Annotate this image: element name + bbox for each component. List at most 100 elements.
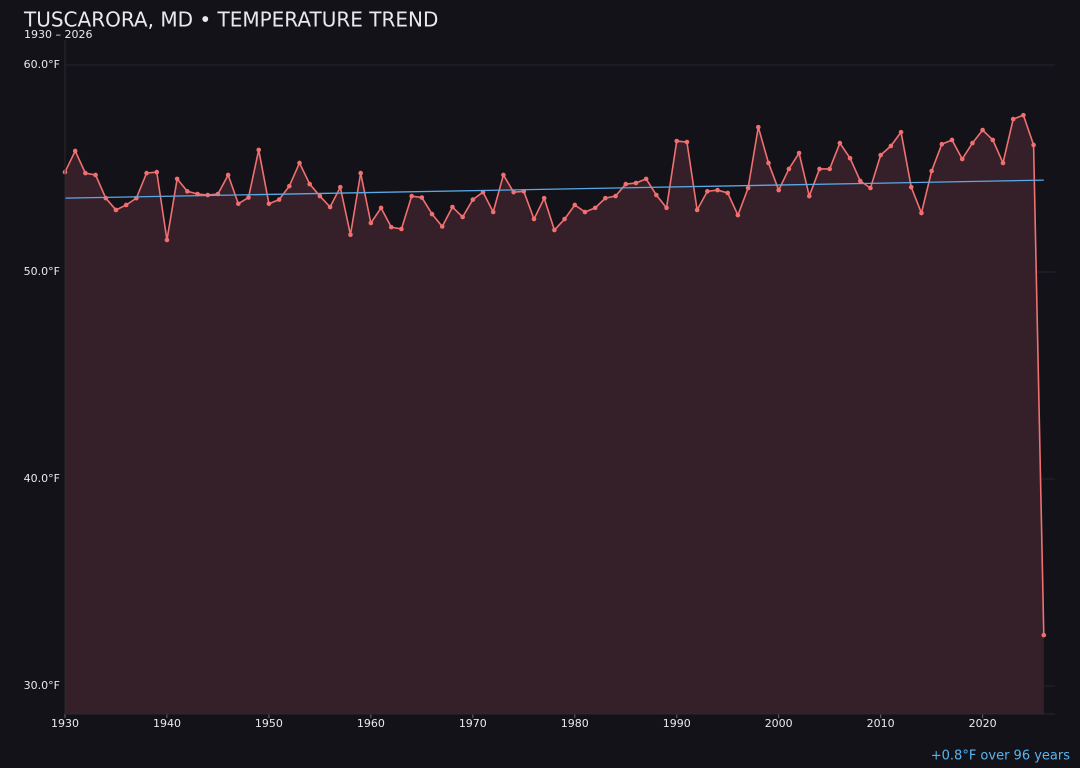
- data-point: [450, 204, 455, 210]
- y-tick-label: 50.0°F: [24, 265, 60, 278]
- data-point: [93, 172, 98, 178]
- data-point: [888, 143, 894, 149]
- data-point: [817, 166, 822, 172]
- data-point: [297, 160, 302, 166]
- data-point: [745, 185, 751, 191]
- data-point: [429, 211, 435, 217]
- y-tick-label: 40.0°F: [24, 472, 60, 485]
- data-point: [378, 205, 384, 211]
- data-point: [72, 148, 78, 154]
- trend-line: [64, 179, 1044, 199]
- x-tick-label: 2020: [969, 717, 997, 730]
- x-tick-label: 1990: [663, 717, 691, 730]
- data-point: [552, 227, 557, 233]
- data-point: [603, 195, 608, 201]
- data-point: [246, 195, 251, 200]
- data-point: [1041, 632, 1047, 638]
- data-point: [796, 150, 802, 156]
- data-point: [786, 166, 792, 172]
- data-point: [898, 129, 904, 135]
- data-point: [1021, 112, 1026, 118]
- data-point: [531, 216, 537, 222]
- data-point: [847, 155, 853, 161]
- data-point: [1010, 116, 1016, 122]
- x-tick-label: 2010: [867, 717, 895, 730]
- data-point: [705, 189, 710, 194]
- data-point: [368, 220, 374, 226]
- data-point: [490, 209, 496, 215]
- area-fill: [65, 115, 1044, 714]
- data-point: [990, 137, 996, 143]
- data-point: [501, 172, 506, 178]
- data-point: [409, 193, 414, 199]
- data-point: [174, 176, 180, 182]
- data-point: [725, 190, 731, 196]
- data-point: [307, 181, 312, 187]
- data-point: [439, 224, 445, 229]
- data-point: [388, 224, 394, 230]
- data-point: [144, 170, 149, 176]
- data-point: [980, 127, 985, 133]
- data-point: [970, 140, 975, 146]
- data-point: [766, 160, 771, 166]
- data-point: [113, 207, 119, 213]
- data-point: [735, 212, 741, 218]
- x-tick-label: 1950: [255, 717, 283, 730]
- data-point: [868, 185, 873, 191]
- data-point: [929, 168, 934, 174]
- data-point: [908, 184, 914, 190]
- data-point: [664, 205, 669, 211]
- data-point: [582, 209, 588, 215]
- chart-title: TUSCARORA, MD • TEMPERATURE TREND: [23, 8, 438, 32]
- data-point: [327, 204, 333, 210]
- x-tick-label: 1960: [357, 717, 385, 730]
- data-point: [276, 197, 282, 202]
- data-point: [419, 195, 425, 200]
- data-point: [358, 170, 363, 176]
- data-point: [674, 138, 680, 144]
- data-point: [225, 172, 231, 178]
- data-point: [317, 193, 323, 199]
- data-point: [715, 187, 720, 193]
- data-point: [827, 166, 832, 172]
- data-point: [572, 202, 578, 208]
- data-point: [684, 139, 690, 145]
- data-point: [654, 192, 659, 198]
- data-point: [949, 137, 955, 143]
- data-point: [776, 187, 781, 193]
- x-tick-label: 1970: [459, 717, 487, 730]
- data-point: [541, 195, 547, 201]
- data-point: [878, 152, 883, 158]
- data-point: [287, 183, 292, 189]
- data-point: [857, 178, 863, 184]
- data-point: [919, 210, 924, 216]
- data-point: [1000, 160, 1006, 166]
- data-point: [562, 216, 567, 222]
- data-point: [103, 195, 109, 201]
- data-point: [256, 147, 262, 153]
- y-tick-label: 60.0°F: [24, 58, 60, 71]
- data-point: [185, 189, 190, 194]
- data-point: [470, 197, 476, 202]
- data-point: [592, 205, 598, 211]
- x-tick-label: 1930: [51, 717, 79, 730]
- data-point: [694, 207, 700, 213]
- data-point: [1031, 142, 1036, 148]
- data-point: [236, 201, 241, 207]
- data-point: [756, 124, 761, 130]
- chart-subtitle: 1930 – 2026: [24, 28, 92, 41]
- x-tick-label: 1980: [561, 717, 589, 730]
- x-tick-label: 2000: [765, 717, 793, 730]
- data-point: [959, 156, 965, 162]
- data-point: [939, 141, 945, 147]
- data-point: [154, 169, 160, 175]
- data-point: [164, 237, 170, 243]
- trend-annotation: +0.8°F over 96 years: [931, 749, 1070, 764]
- x-tick-label: 1940: [153, 717, 181, 730]
- data-point: [613, 193, 618, 199]
- data-point: [623, 181, 629, 187]
- data-point: [643, 176, 649, 182]
- data-point: [123, 202, 129, 208]
- data-point: [837, 140, 843, 146]
